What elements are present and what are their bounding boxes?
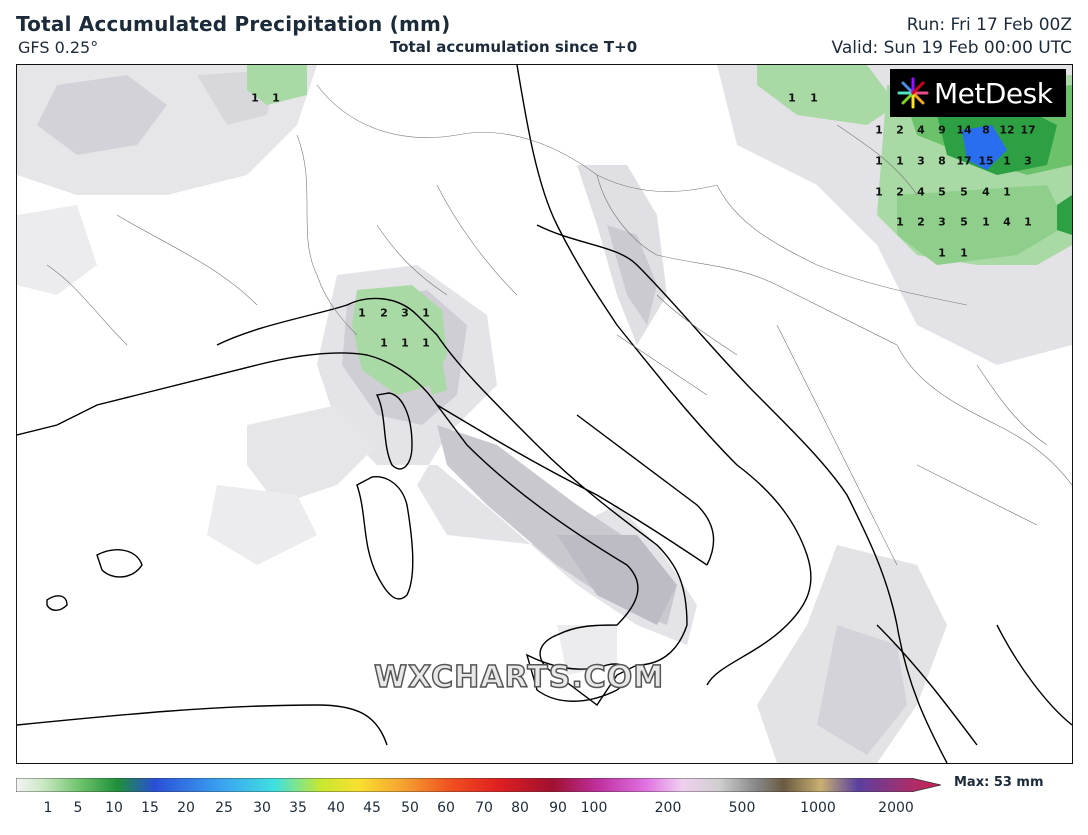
precip-value-label: 17 [956,154,972,168]
precip-value-label: 4 [982,185,990,199]
precip-value-label: 3 [1024,154,1032,168]
precip-value-label: 3 [917,154,925,168]
subtitle: Total accumulation since T+0 [390,38,638,56]
colorbar-tick-label: 1000 [800,800,836,816]
colorbar-tick-label: 40 [327,800,345,816]
colorbar-tick-label: 1 [43,800,53,816]
chart-title: Total Accumulated Precipitation (mm) [16,12,451,36]
precip-value-label: 1 [875,123,883,137]
precip-shading-green [247,65,1072,395]
precip-value-label: 1 [1003,185,1011,199]
colorbar-tick-label: 70 [475,800,493,816]
precip-value-label: 1 [875,185,883,199]
max-label: Max: 53 mm [954,775,1044,790]
precip-value-label: 1 [422,336,430,350]
colorbar-tick-label: 80 [511,800,529,816]
logo-text: MetDesk [934,76,1053,110]
map-canvas [17,65,1072,763]
colorbar-tick-label: 45 [363,800,381,816]
colorbar-tick-label: 50 [401,800,419,816]
precip-value-label: 4 [1003,215,1011,229]
colorbar-tick-label: 30 [253,800,271,816]
valid-time: Valid: Sun 19 Feb 00:00 UTC [831,38,1072,58]
precip-value-label: 3 [938,215,946,229]
colorbar-tick-label: 10 [105,800,123,816]
precip-value-label: 2 [917,215,925,229]
precip-value-label: 1 [938,246,946,260]
precip-value-label: 1 [896,154,904,168]
colorbar-tick-label: 15 [141,800,159,816]
precip-value-label: 1 [1003,154,1011,168]
colorbar-tick-label: 35 [289,800,307,816]
precip-value-label: 9 [938,123,946,137]
colorbar-ticks: 1 5 10 15 20 25 30 35 40 45 50 60 70 80 90 100 200 500 100… [0,796,1088,826]
precip-value-label: 1 [251,91,259,105]
precip-value-label: 2 [896,185,904,199]
colorbar-tick-label: 25 [215,800,233,816]
model-label: GFS 0.25° [18,38,99,57]
precip-value-label: 4 [917,123,925,137]
precip-value-label: 1 [896,215,904,229]
precip-value-label: 17 [1020,123,1036,137]
colorbar-tick-label: 500 [728,800,756,816]
colorbar-tick-label: 200 [654,800,682,816]
precip-value-label: 1 [982,215,990,229]
colorbar-tick-label: 20 [177,800,195,816]
precip-value-label: 5 [960,215,968,229]
precip-value-label: 4 [917,185,925,199]
starburst-logo-icon [897,77,929,109]
precip-value-label: 1 [788,91,796,105]
precip-value-label: 3 [401,306,409,320]
precip-value-label: 5 [960,185,968,199]
precip-value-label: 1 [358,306,366,320]
colorbar [16,778,941,792]
coastline [17,65,1072,763]
watermark: WXCHARTS.COM [373,659,665,696]
run-time: Run: Fri 17 Feb 00Z [906,15,1072,35]
country-borders [46,84,1072,566]
precip-value-label: 1 [1024,215,1032,229]
precip-value-label: 1 [875,154,883,168]
precip-value-label: 1 [401,336,409,350]
precip-value-label: 8 [938,154,946,168]
metdesk-logo: MetDesk [890,69,1066,117]
precip-value-label: 12 [999,123,1015,137]
precip-value-label: 2 [896,123,904,137]
precip-value-label: 1 [422,306,430,320]
colorbar-tick-label: 2000 [878,800,914,816]
colorbar-tick-label: 90 [549,800,567,816]
precip-value-label: 1 [810,91,818,105]
precip-value-label: 2 [380,306,388,320]
precipitation-map[interactable]: MetDesk 1 1 1 1 1 2 4 9 14 8 12 17 1 1 3 8 17 15 1 3 1 2 4 5 5 4 1… [16,64,1073,764]
precip-value-label: 1 [272,91,280,105]
precip-value-label: 15 [978,154,994,168]
precip-value-label: 8 [982,123,990,137]
precip-value-label: 14 [956,123,972,137]
colorbar-tick-label: 60 [437,800,455,816]
colorbar-tick-label: 5 [73,800,83,816]
precip-value-label: 5 [938,185,946,199]
precip-value-label: 1 [380,336,388,350]
colorbar-tick-label: 100 [580,800,608,816]
precip-value-label: 1 [960,246,968,260]
